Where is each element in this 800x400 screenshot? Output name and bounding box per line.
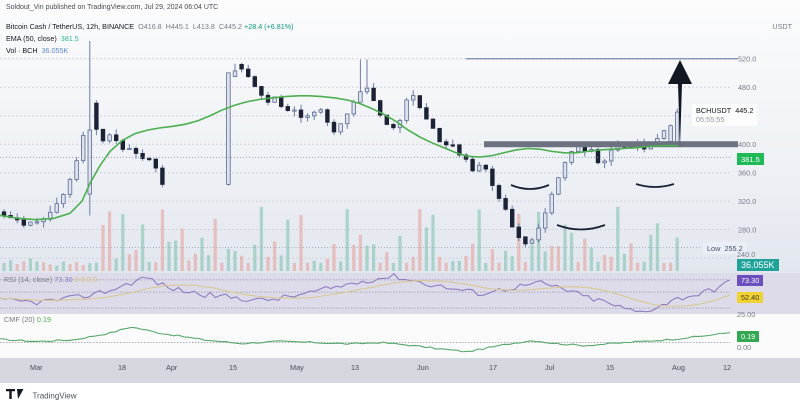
svg-text:320.0: 320.0: [738, 197, 756, 206]
svg-text:520.0: 520.0: [738, 55, 756, 64]
svg-text:360.0: 360.0: [738, 169, 756, 178]
svg-text:280.0: 280.0: [738, 225, 756, 234]
svg-text:480.0: 480.0: [738, 83, 756, 92]
svg-text:400.0: 400.0: [738, 140, 756, 149]
